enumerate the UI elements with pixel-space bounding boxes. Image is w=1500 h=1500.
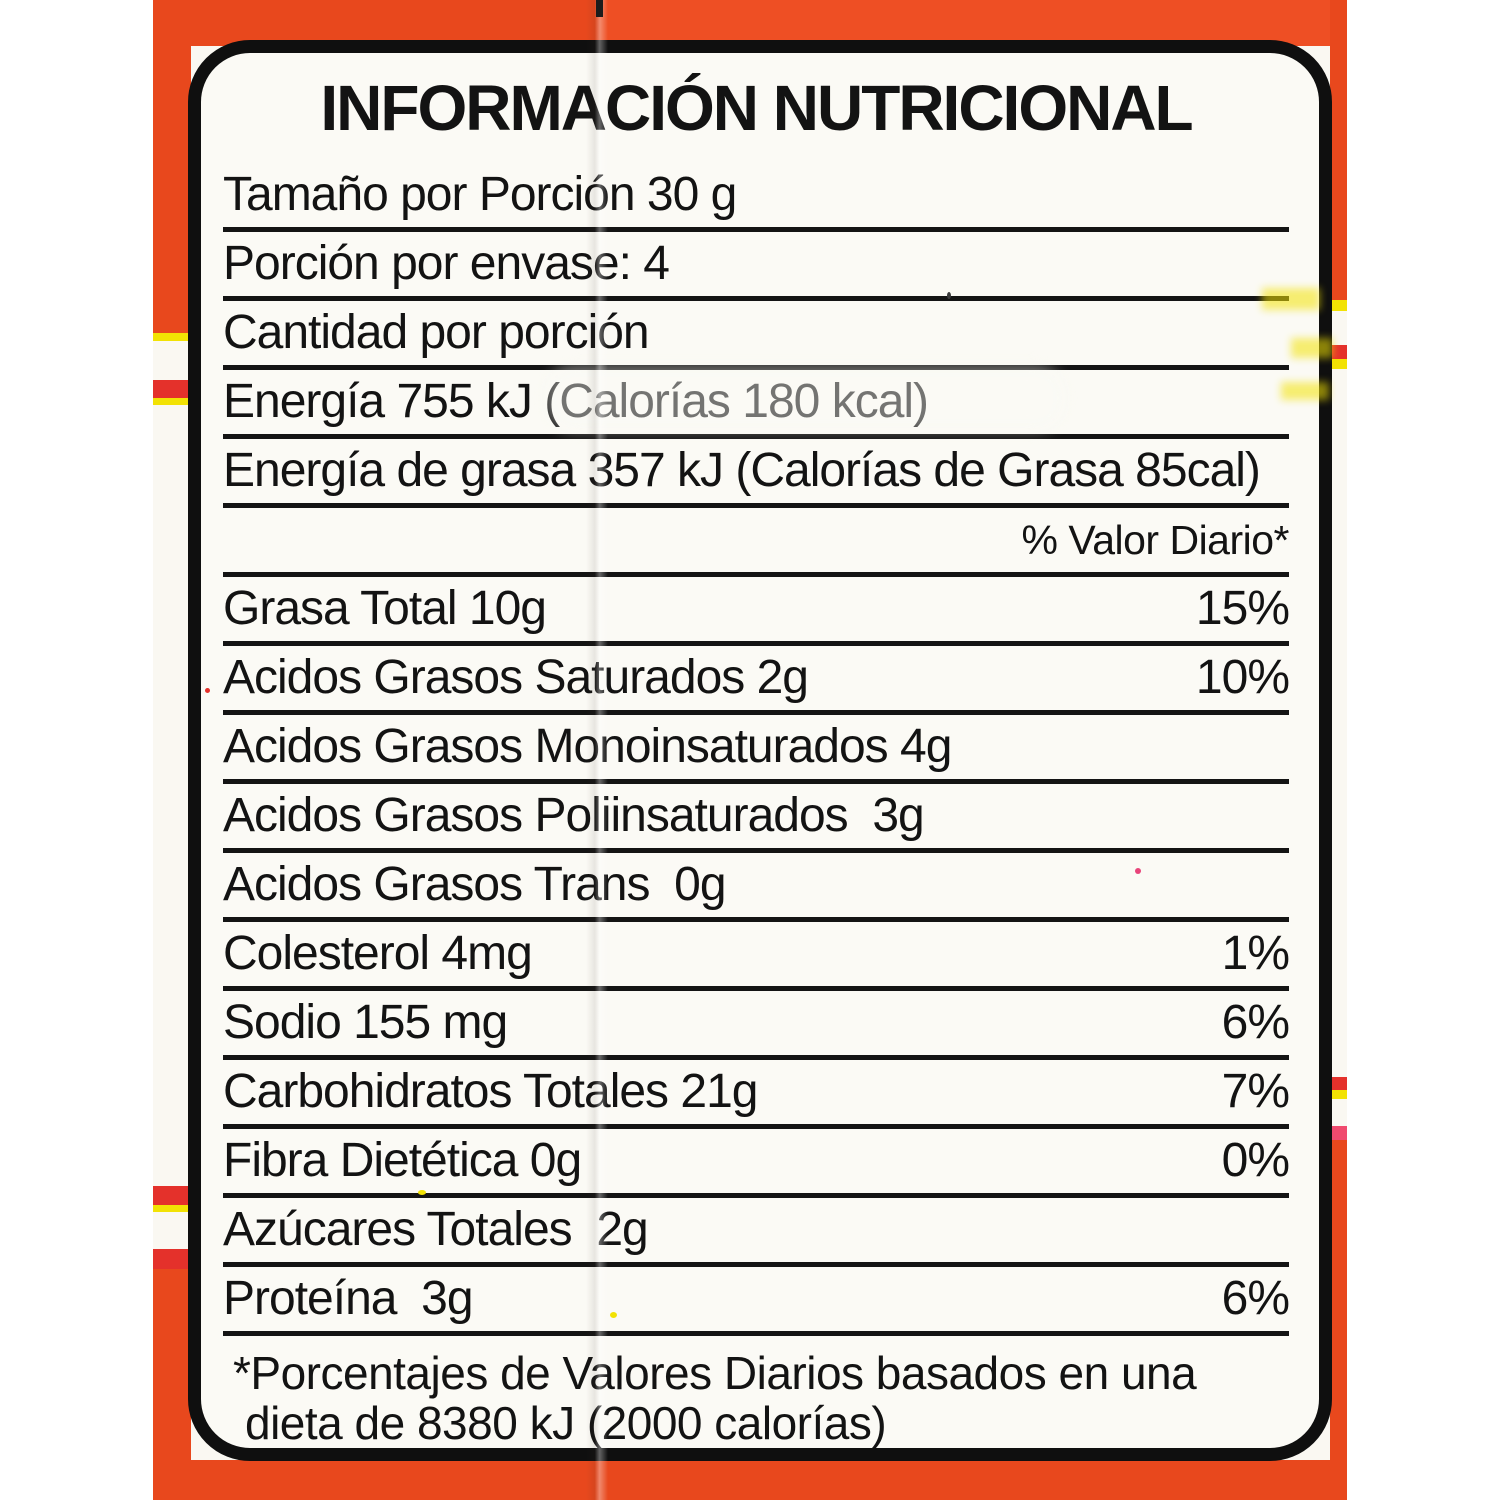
daily-value-header: % Valor Diario* — [223, 508, 1290, 577]
row-label: Grasa Total 10g — [223, 582, 547, 635]
row-percent: 15% — [1195, 582, 1290, 635]
left-edge-yellow-stripe-2 — [153, 398, 191, 405]
row-label: Sodio 155 mg — [223, 996, 508, 1049]
row-label: Cantidad por porción — [223, 306, 650, 359]
row-grasa-total: Grasa Total 10g 15% — [223, 577, 1290, 646]
row-label: Proteína 3g — [223, 1272, 474, 1325]
right-edge-yellow-stripe-lower — [1330, 1090, 1347, 1099]
row-porcion-envase: Porción por envase: 4 — [223, 232, 1289, 301]
row-percent: 10% — [1195, 651, 1290, 704]
row-label: Carbohidratos Totales 21g — [223, 1065, 758, 1118]
right-edge-orange-top — [1330, 0, 1347, 302]
row-tamano-porcion: Tamaño por Porción 30 g — [223, 163, 1289, 232]
row-proteina: Proteína 3g 6% — [223, 1267, 1290, 1336]
row-label: Tamaño por Porción 30 g — [223, 168, 737, 221]
row-label: Fibra Dietética 0g — [223, 1134, 582, 1187]
row-energia: Energía 755 kJ (Calorías 180 kcal) — [223, 370, 1289, 439]
row-carbohidratos: Carbohidratos Totales 21g 7% — [223, 1060, 1290, 1129]
right-edge-yellow-stripe — [1330, 300, 1347, 311]
row-percent: 6% — [1221, 1272, 1290, 1325]
row-cantidad-porcion: Cantidad por porción — [223, 301, 1289, 370]
footnote-line1: *Porcentajes de Valores Diarios basados … — [233, 1347, 1197, 1399]
row-percent: 0% — [1221, 1134, 1290, 1187]
row-label: Energía 755 kJ (Calorías 180 kcal) — [223, 375, 929, 428]
row-label: Acidos Grasos Saturados 2g — [223, 651, 809, 704]
row-colesterol: Colesterol 4mg 1% — [223, 922, 1290, 991]
row-label: Acidos Grasos Trans 0g — [223, 858, 727, 911]
nutrition-facts-panel: INFORMACIÓN NUTRICIONAL Tamaño por Porci… — [188, 40, 1332, 1461]
left-edge-red-stripe — [153, 380, 191, 401]
row-label: Azúcares Totales 2g — [223, 1203, 649, 1256]
row-label: Colesterol 4mg — [223, 927, 533, 980]
row-grasos-trans: Acidos Grasos Trans 0g — [223, 853, 1289, 922]
right-edge-yellow-stripe-2 — [1330, 359, 1347, 369]
package-orange-bottom-band — [153, 1460, 1347, 1500]
crease-top-mark — [596, 0, 603, 17]
panel-title: INFORMACIÓN NUTRICIONAL — [320, 72, 1193, 144]
row-grasos-saturados: Acidos Grasos Saturados 2g 10% — [223, 646, 1290, 715]
row-percent: 6% — [1221, 996, 1290, 1049]
right-edge-pink-stripe — [1330, 1126, 1347, 1142]
left-edge-red-stripe-lower — [153, 1186, 191, 1207]
row-azucares: Azúcares Totales 2g — [223, 1198, 1289, 1267]
row-fibra: Fibra Dietética 0g 0% — [223, 1129, 1290, 1198]
package-orange-top-band-right — [600, 0, 1347, 46]
left-edge-yellow-stripe-lower — [153, 1205, 191, 1212]
row-percent: 1% — [1221, 927, 1290, 980]
footnote-line2: dieta de 8380 kJ (2000 calorías) — [245, 1397, 887, 1449]
row-grasos-monoinsaturados: Acidos Grasos Monoinsaturados 4g — [223, 715, 1289, 784]
row-label: Acidos Grasos Poliinsaturados 3g — [223, 789, 925, 842]
row-percent: 7% — [1221, 1065, 1290, 1118]
left-edge-yellow-stripe — [153, 333, 191, 341]
left-edge-red-stripe-lower-2 — [153, 1249, 191, 1271]
left-edge-orange-top — [153, 0, 191, 336]
right-edge-red-stripe — [1330, 345, 1347, 361]
row-label: Acidos Grasos Monoinsaturados 4g — [223, 720, 952, 773]
right-edge-orange-bottom — [1330, 1140, 1347, 1500]
row-energia-grasa: Energía de grasa 357 kJ (Calorías de Gra… — [223, 439, 1289, 508]
right-edge-red-stripe-lower — [1330, 1077, 1347, 1092]
row-sodio: Sodio 155 mg 6% — [223, 991, 1290, 1060]
row-label: Porción por envase: 4 — [223, 237, 670, 290]
footnote: *Porcentajes de Valores Diarios basados … — [223, 1336, 1289, 1448]
row-label: Energía de grasa 357 kJ (Calorías de Gra… — [223, 444, 1261, 497]
row-grasos-poliinsaturados: Acidos Grasos Poliinsaturados 3g — [223, 784, 1289, 853]
